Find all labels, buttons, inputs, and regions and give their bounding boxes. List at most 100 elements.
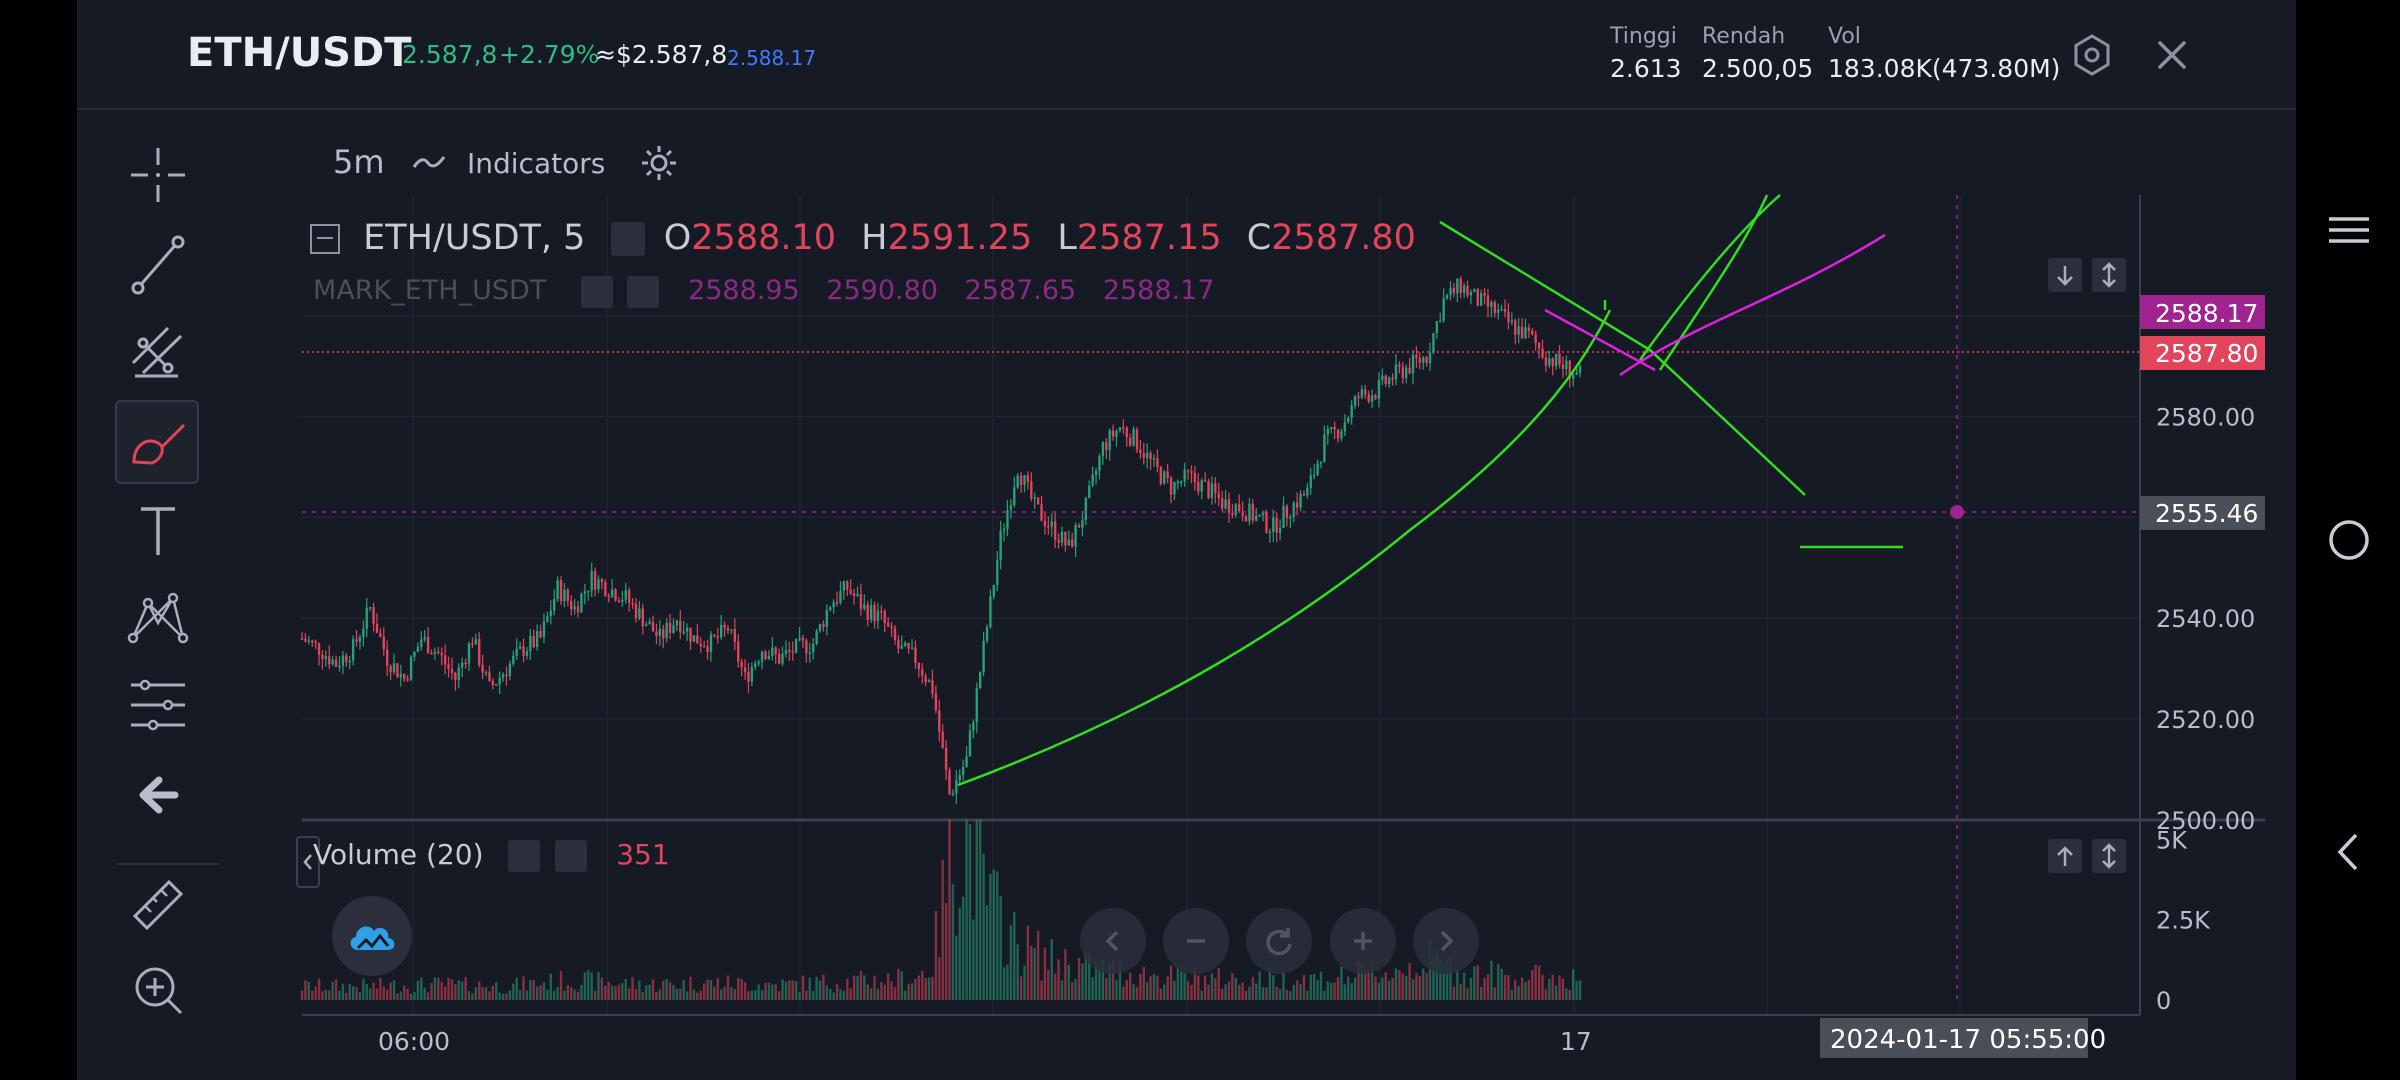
candle-body	[331, 659, 334, 665]
volume-bar	[672, 985, 675, 1000]
candle-body	[478, 639, 481, 665]
volume-bar	[747, 991, 750, 1000]
home-icon[interactable]	[2324, 515, 2374, 565]
collapse-panel-button[interactable]	[296, 836, 320, 888]
candle-body	[893, 627, 897, 640]
candle-body	[563, 589, 566, 602]
ruler-icon[interactable]	[97, 863, 219, 943]
measure-fib-icon[interactable]	[97, 665, 219, 745]
mark-legend-close-icon[interactable]	[627, 275, 660, 308]
volume-bar	[1459, 983, 1462, 1000]
candle-body	[1299, 493, 1302, 508]
candle-body	[1422, 357, 1425, 363]
close-icon[interactable]	[2147, 30, 2197, 80]
volume-bar	[1094, 960, 1098, 1000]
text-icon[interactable]	[97, 490, 219, 570]
candle-body	[1248, 503, 1251, 522]
candle-body	[890, 626, 893, 628]
gear-icon[interactable]	[637, 141, 681, 189]
collapse-legend-icon[interactable]	[310, 224, 340, 254]
trendline-icon[interactable]	[97, 225, 219, 305]
candle-body	[1145, 452, 1149, 458]
candle-body	[443, 655, 447, 665]
volume-bar	[1565, 988, 1568, 1000]
candle-body	[702, 645, 706, 648]
candle-body	[314, 641, 317, 643]
volume-bar	[1520, 977, 1524, 1000]
candle-body	[1520, 326, 1524, 339]
back-icon[interactable]	[2324, 827, 2374, 877]
interval-selector[interactable]: 5m	[333, 143, 385, 181]
candle-body	[1497, 309, 1500, 313]
pattern-icon[interactable]	[97, 578, 219, 658]
volume-bar	[501, 993, 505, 1000]
volume-bar	[566, 985, 570, 1000]
candle-body	[900, 645, 903, 649]
pane-scale-buttons[interactable]	[2048, 258, 2126, 873]
volume-bar	[1019, 976, 1023, 1000]
volume-bar	[1057, 959, 1060, 1000]
magenta-downtrend-line	[1544, 308, 1656, 372]
pair-title[interactable]: ETH/USDT	[187, 30, 412, 76]
menu-icon[interactable]	[2324, 205, 2374, 255]
candle-body	[1364, 389, 1367, 395]
volume-bar	[975, 820, 978, 1000]
zoom-in-icon[interactable]	[97, 950, 219, 1030]
back-arrow-icon[interactable]	[97, 755, 219, 835]
candle-body	[321, 654, 324, 660]
volume-bar	[927, 977, 931, 1000]
crosshair-icon[interactable]	[97, 135, 219, 215]
indicators-button[interactable]: Indicators	[467, 147, 606, 180]
candle-body	[631, 602, 634, 605]
volume-bar	[587, 970, 590, 1000]
volume-bar	[624, 979, 627, 1000]
candle-body	[781, 653, 784, 664]
user-drawings[interactable]	[957, 194, 1903, 787]
hexagon-gear-icon[interactable]	[2067, 30, 2117, 80]
cloud-button[interactable]	[332, 896, 412, 976]
volume-bar	[1231, 973, 1234, 1000]
zoom-in-plus-icon[interactable]	[1330, 908, 1396, 974]
candle-body	[737, 641, 740, 662]
zoom-out-icon[interactable]	[1163, 908, 1229, 974]
candle-body	[938, 710, 941, 732]
candle-body	[985, 627, 989, 641]
candle-body	[754, 663, 757, 668]
price-axis[interactable]: 2500.002520.002540.002560.002580.002600.…	[2156, 303, 2255, 835]
candle-body	[372, 607, 375, 624]
volume-bar	[1568, 990, 1571, 1000]
volume-bar	[406, 988, 409, 1000]
wave-icon[interactable]	[410, 147, 450, 181]
legend-settings-icon[interactable]	[610, 222, 645, 256]
candle-body	[1057, 539, 1060, 543]
candle-body	[1462, 285, 1466, 293]
candle-body	[1439, 320, 1442, 323]
volume-bar	[1319, 971, 1323, 1000]
pitchfork-icon[interactable]	[97, 313, 219, 393]
candle-body	[1149, 452, 1152, 459]
candle-body	[1203, 480, 1207, 482]
volume-settings-icon[interactable]	[508, 840, 541, 872]
volume-bar	[1473, 966, 1476, 1000]
chevron-right-icon[interactable]	[1413, 908, 1479, 974]
mark-legend-settings-icon[interactable]	[580, 275, 613, 308]
candle-body	[1507, 311, 1510, 323]
volume-bar	[304, 980, 307, 1000]
candle-body	[1142, 453, 1145, 458]
volume-bar	[396, 993, 399, 1000]
chevron-left-icon[interactable]	[1080, 908, 1146, 974]
candle-body	[1394, 364, 1398, 380]
candle-body	[1207, 481, 1210, 498]
volume-bar	[1316, 980, 1319, 1000]
candle-body	[525, 650, 529, 656]
reset-icon[interactable]	[1246, 908, 1312, 974]
volume-bar	[852, 975, 856, 1000]
crosshair-price-tag: 2555.46	[2140, 496, 2265, 530]
volume-bar	[1353, 977, 1357, 1000]
candle-body	[1156, 457, 1159, 468]
volume-close-icon[interactable]	[555, 840, 588, 872]
volume-bar	[341, 983, 345, 1000]
candle-body	[1357, 396, 1360, 398]
volume-bar	[471, 993, 474, 1000]
brush-icon[interactable]	[115, 400, 199, 484]
